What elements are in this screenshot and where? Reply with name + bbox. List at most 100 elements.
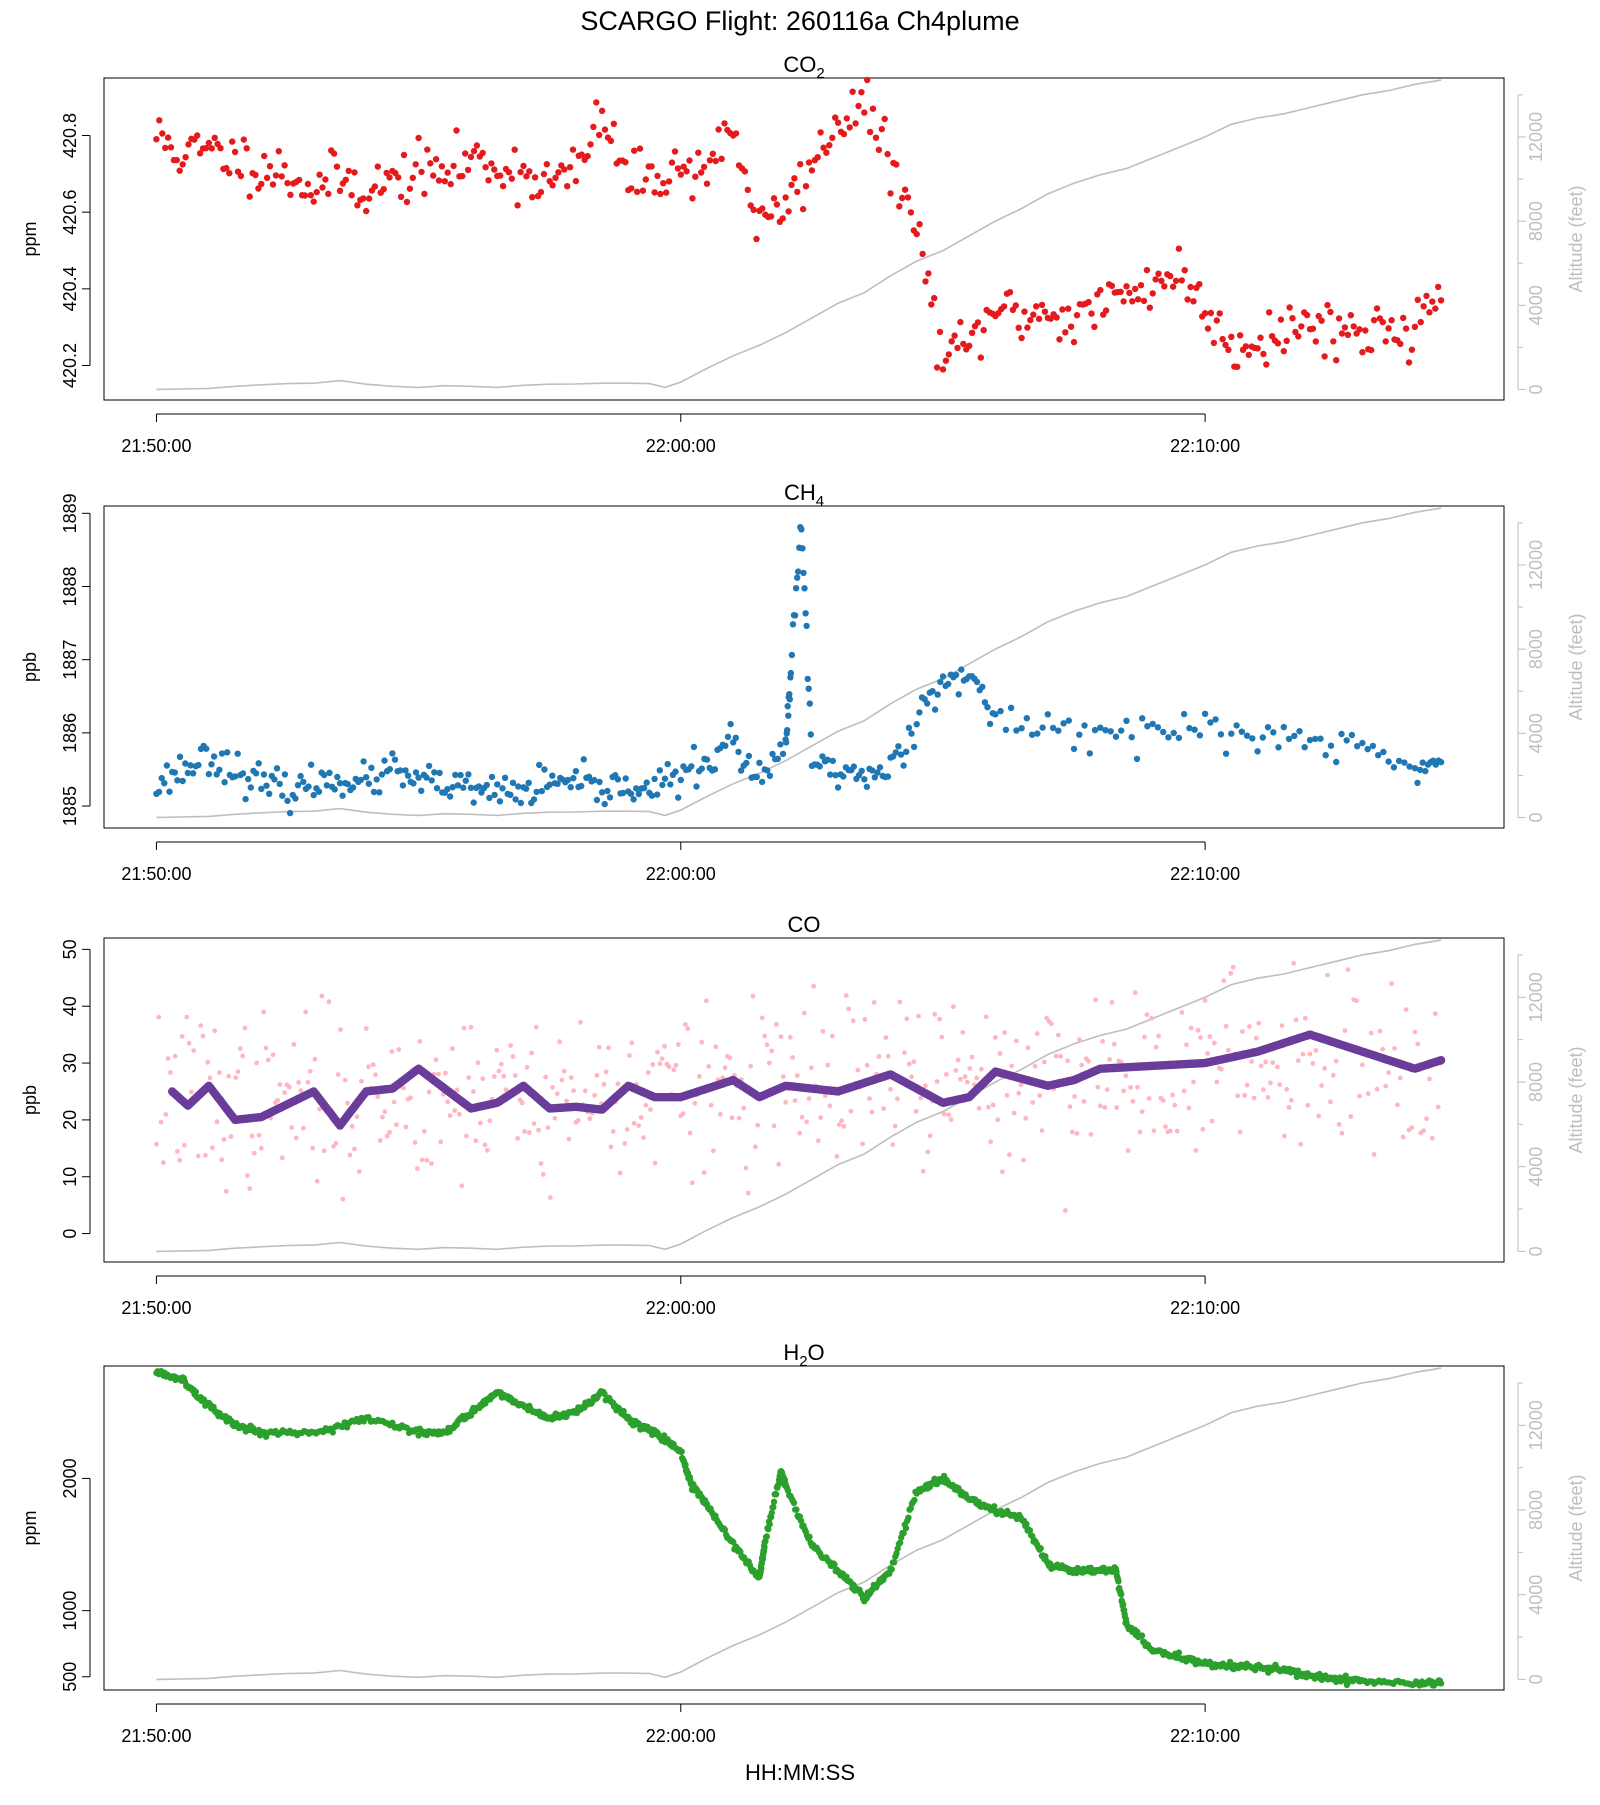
data-point [986, 1104, 991, 1110]
data-point [214, 1119, 220, 1125]
data-point [627, 790, 635, 797]
data-point [1180, 710, 1188, 718]
data-point [1219, 335, 1226, 343]
data-point [1170, 729, 1177, 737]
data-point [1184, 1042, 1189, 1048]
data-point [918, 1095, 924, 1101]
data-point [155, 788, 163, 796]
data-point [1210, 339, 1218, 347]
data-point [531, 1121, 537, 1126]
data-point [931, 294, 938, 302]
data-point [766, 1060, 772, 1066]
data-point [557, 1039, 562, 1045]
data-point [1225, 346, 1232, 353]
data-point [409, 174, 416, 181]
data-point [408, 1095, 413, 1101]
data-point [1275, 744, 1282, 751]
data-point [1190, 298, 1197, 305]
data-point [1212, 1040, 1217, 1046]
panel-title: CO2 [783, 52, 824, 82]
data-point [955, 1057, 961, 1063]
data-point [561, 166, 568, 173]
data-point [638, 1115, 644, 1120]
data-point [905, 1514, 912, 1521]
data-point [743, 759, 750, 767]
data-point [1027, 316, 1034, 324]
data-point [352, 1146, 357, 1152]
data-point [330, 150, 338, 157]
data-point [1321, 353, 1328, 360]
data-point [671, 148, 679, 155]
data-point [671, 1067, 677, 1073]
data-point [211, 134, 218, 141]
data-point [380, 1114, 385, 1120]
data-point [1095, 1084, 1101, 1090]
data-point [1370, 317, 1378, 324]
data-point [907, 209, 915, 216]
data-point [529, 1050, 534, 1056]
data-point [603, 1069, 609, 1075]
data-point [614, 776, 622, 783]
data-point [184, 769, 192, 777]
data-point [1226, 1047, 1231, 1053]
data-point [1347, 312, 1355, 319]
data-point [1123, 717, 1130, 724]
data-point [687, 1130, 693, 1136]
data-point [784, 703, 791, 710]
data-point [805, 159, 813, 166]
data-point [736, 1115, 742, 1121]
data-point [587, 141, 594, 148]
data-point [630, 796, 637, 803]
data-point [464, 1133, 469, 1139]
data-point [323, 782, 330, 789]
data-point [1018, 725, 1025, 732]
data-point [913, 721, 920, 728]
data-point [683, 168, 690, 175]
data-point [1354, 743, 1361, 750]
data-point [536, 761, 543, 769]
data-point [811, 983, 816, 989]
data-point [969, 1054, 975, 1060]
altitude-tick-label: 12000 [1526, 972, 1546, 1022]
data-point [1163, 1124, 1168, 1130]
data-point [650, 1062, 656, 1067]
data-point [514, 202, 521, 209]
data-point [1282, 1133, 1287, 1139]
data-point [182, 1142, 187, 1148]
data-point [1285, 735, 1293, 743]
panel-title-main: CO [783, 52, 816, 77]
data-point [435, 177, 443, 184]
data-point [1023, 715, 1030, 722]
data-point [363, 1026, 369, 1031]
data-point [345, 167, 352, 175]
data-point [1359, 349, 1366, 356]
data-point [485, 177, 492, 184]
data-point [1385, 758, 1392, 765]
data-point [258, 1145, 264, 1151]
data-point [881, 1106, 886, 1111]
data-point [582, 1088, 588, 1094]
altitude-tick-label: 12000 [1526, 1400, 1546, 1450]
data-point [296, 1080, 301, 1085]
data-point [167, 144, 175, 151]
data-point [704, 998, 709, 1004]
data-point [1134, 296, 1142, 303]
y-tick-label: 10 [60, 1167, 80, 1187]
data-point [846, 124, 853, 131]
data-point [1201, 710, 1209, 717]
data-point [158, 774, 165, 782]
data-point [884, 773, 892, 780]
data-point [511, 146, 518, 153]
plot-frame [103, 505, 1505, 829]
data-point [799, 1114, 805, 1120]
data-point [263, 1045, 269, 1051]
data-point [942, 357, 950, 364]
data-point [1380, 1046, 1386, 1052]
data-point [1212, 716, 1219, 723]
data-point [334, 773, 341, 781]
data-point [1417, 318, 1424, 326]
data-point [843, 993, 849, 998]
data-point [633, 785, 640, 792]
data-point [526, 1130, 532, 1136]
altitude-axis-label: Altitude (feet) [1566, 1474, 1586, 1581]
